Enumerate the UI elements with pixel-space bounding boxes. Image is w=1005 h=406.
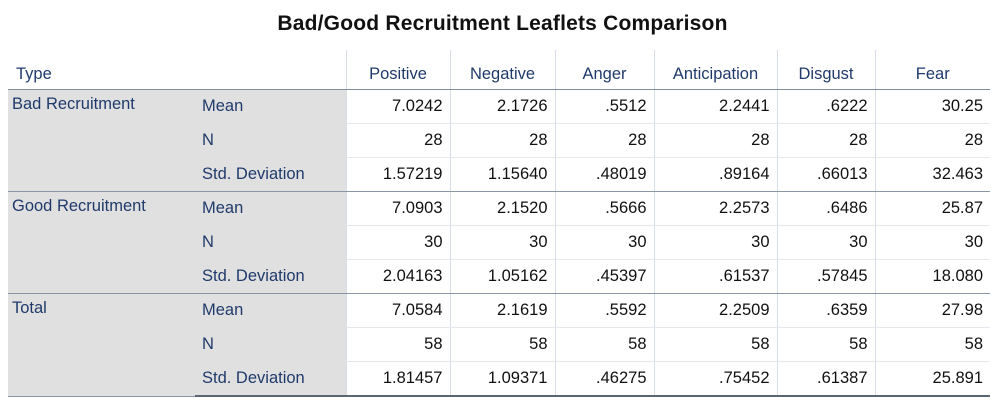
value-cell: 28 [776, 123, 875, 158]
column-header-anticipation: Anticipation [653, 50, 777, 90]
comparison-table: Type Positive Negative Anger Anticipatio… [8, 50, 990, 397]
value-cell: 2.1726 [449, 89, 555, 124]
value-cell: 30 [449, 225, 555, 260]
statistic-label: N [195, 225, 346, 260]
value-cell: 7.0903 [345, 191, 450, 226]
table-row: Total Mean 7.0584 2.1619 .5592 2.2509 .6… [8, 293, 990, 397]
statistic-label: Mean [195, 191, 346, 226]
value-cell: 2.2441 [653, 89, 777, 124]
value-cell: 30 [874, 225, 990, 260]
value-cell: .61387 [776, 361, 875, 397]
table-row: Bad Recruitment Mean 7.0242 2.1726 .5512… [8, 89, 990, 192]
value-cell: 28 [653, 123, 777, 158]
value-cell: 1.57219 [345, 157, 450, 192]
column-header-disgust: Disgust [776, 50, 875, 90]
group-label: Bad Recruitment [8, 89, 195, 192]
value-cell: 30 [345, 225, 450, 260]
value-cell: 1.15640 [449, 157, 555, 192]
value-cell: 58 [449, 327, 555, 362]
value-cell: 28 [554, 123, 654, 158]
statistic-label: N [195, 327, 346, 362]
value-cell: .75452 [653, 361, 777, 397]
table-row: Std. Deviation 1.81457 1.09371 .46275 .7… [8, 361, 990, 397]
value-cell: 25.891 [874, 361, 990, 397]
table-row: Std. Deviation 2.04163 1.05162 .45397 .6… [8, 259, 990, 294]
statistic-label: Std. Deviation [195, 361, 346, 397]
statistic-label: Std. Deviation [195, 259, 346, 294]
value-cell: 2.1619 [449, 293, 555, 328]
value-cell: .61537 [653, 259, 777, 294]
table-row: N 30 30 30 30 30 30 [8, 225, 990, 260]
value-cell: 2.1520 [449, 191, 555, 226]
value-cell: 25.87 [874, 191, 990, 226]
value-cell: 58 [554, 327, 654, 362]
value-cell: 58 [345, 327, 450, 362]
value-cell: .5512 [554, 89, 654, 124]
table-row: Std. Deviation 1.57219 1.15640 .48019 .8… [8, 157, 990, 192]
value-cell: .6359 [776, 293, 875, 328]
value-cell: 58 [874, 327, 990, 362]
value-cell: .48019 [554, 157, 654, 192]
value-cell: 30.25 [874, 89, 990, 124]
value-cell: .6486 [776, 191, 875, 226]
value-cell: 30 [653, 225, 777, 260]
value-cell: 2.04163 [345, 259, 450, 294]
column-header-positive: Positive [345, 50, 450, 90]
value-cell: 7.0584 [345, 293, 450, 328]
statistic-label: Mean [195, 293, 346, 328]
group-label: Good Recruitment [8, 191, 195, 294]
value-cell: 1.09371 [449, 361, 555, 397]
value-cell: 30 [776, 225, 875, 260]
value-cell: .6222 [776, 89, 875, 124]
value-cell: 32.463 [874, 157, 990, 192]
value-cell: 28 [345, 123, 450, 158]
value-cell: .89164 [653, 157, 777, 192]
table-row: N 28 28 28 28 28 28 [8, 123, 990, 158]
statistic-label: N [195, 123, 346, 158]
value-cell: .57845 [776, 259, 875, 294]
value-cell: .66013 [776, 157, 875, 192]
column-header-negative: Negative [449, 50, 555, 90]
column-header-fear: Fear [874, 50, 990, 90]
table-row: N 58 58 58 58 58 58 [8, 327, 990, 362]
value-cell: 18.080 [874, 259, 990, 294]
value-cell: .45397 [554, 259, 654, 294]
statistic-column-header [195, 50, 346, 90]
value-cell: 1.81457 [345, 361, 450, 397]
header-row: Type Positive Negative Anger Anticipatio… [8, 50, 990, 90]
value-cell: 58 [776, 327, 875, 362]
value-cell: 2.2573 [653, 191, 777, 226]
table-title: Bad/Good Recruitment Leaflets Comparison [277, 12, 728, 35]
value-cell: .5592 [554, 293, 654, 328]
type-column-header: Type [8, 50, 195, 90]
value-cell: .46275 [554, 361, 654, 397]
column-header-anger: Anger [554, 50, 654, 90]
value-cell: 58 [653, 327, 777, 362]
statistic-label: Mean [195, 89, 346, 124]
value-cell: 7.0242 [345, 89, 450, 124]
value-cell: 1.05162 [449, 259, 555, 294]
statistic-label: Std. Deviation [195, 157, 346, 192]
value-cell: .5666 [554, 191, 654, 226]
value-cell: 27.98 [874, 293, 990, 328]
value-cell: 28 [874, 123, 990, 158]
group-label: Total [8, 293, 195, 397]
value-cell: 30 [554, 225, 654, 260]
table-row: Good Recruitment Mean 7.0903 2.1520 .566… [8, 191, 990, 294]
value-cell: 2.2509 [653, 293, 777, 328]
value-cell: 28 [449, 123, 555, 158]
